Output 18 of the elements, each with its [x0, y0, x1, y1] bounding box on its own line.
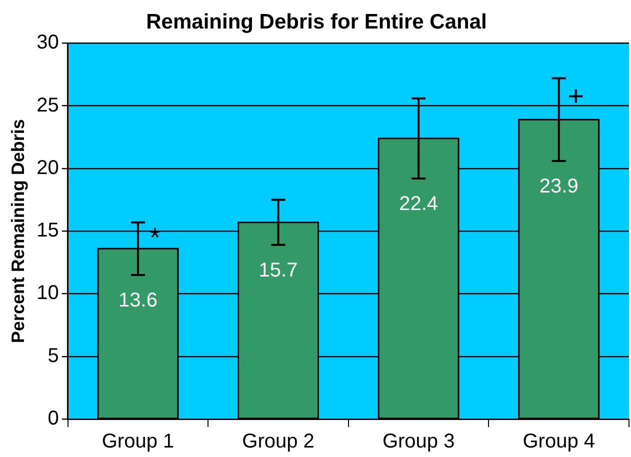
y-tick-label: 10 [36, 282, 59, 304]
y-tick-label: 20 [36, 156, 59, 179]
x-tick-label: Group 1 [102, 430, 174, 453]
y-tick-label: 5 [48, 344, 59, 367]
y-tick-label: 0 [48, 408, 59, 430]
x-tick-label: Group 4 [522, 430, 595, 453]
x-tick-label: Group 3 [382, 430, 455, 453]
y-tick-label: 25 [36, 94, 59, 116]
y-tick-label: 15 [36, 220, 59, 242]
data-label: 22.4 [399, 193, 438, 216]
annotation: + [568, 80, 584, 112]
data-label: 23.9 [539, 175, 578, 198]
y-axis-title: Percent Remaining Debris [8, 119, 28, 344]
chart-title: Remaining Debris for Entire Canal [146, 10, 487, 34]
y-tick-label: 30 [36, 32, 59, 54]
data-label: 15.7 [258, 259, 298, 282]
data-label: 13.6 [118, 289, 158, 312]
x-tick-label: Group 2 [242, 430, 314, 453]
